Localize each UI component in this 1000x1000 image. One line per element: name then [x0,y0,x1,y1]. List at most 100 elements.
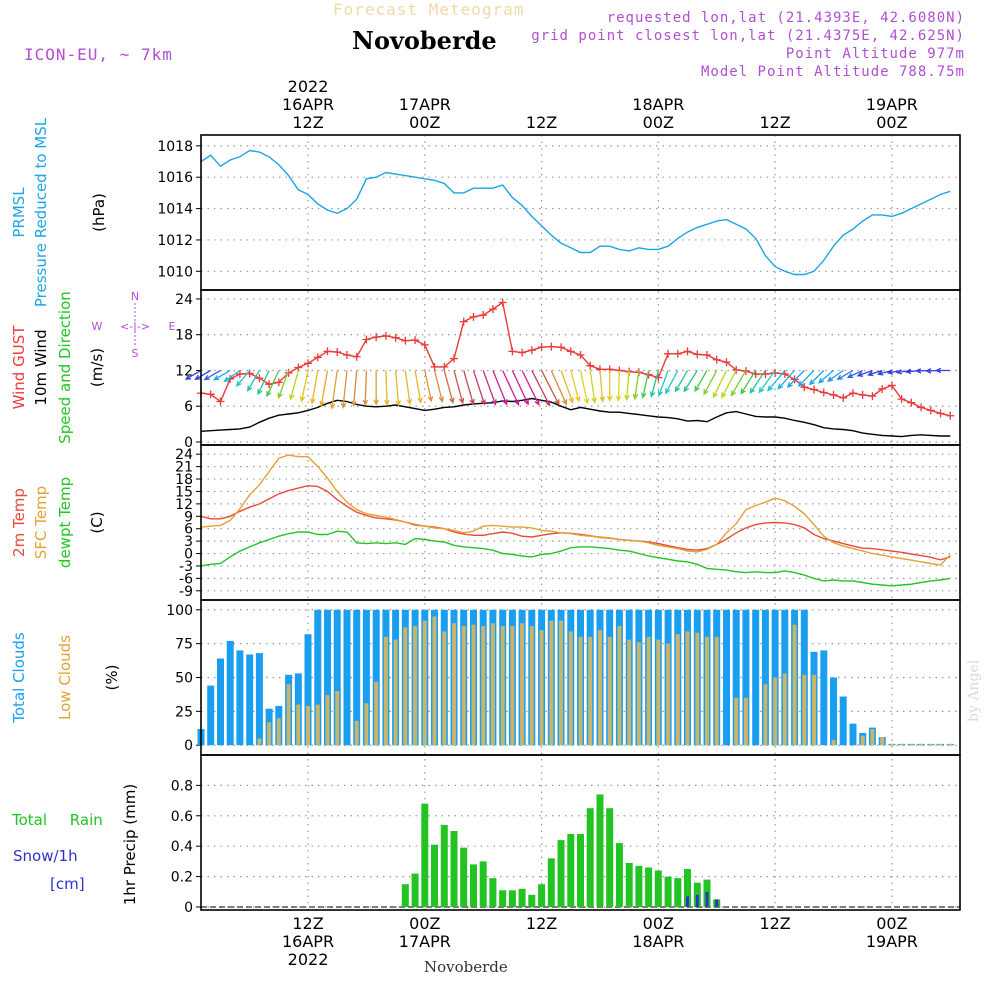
precip-ytick-label-0: 0 [184,900,193,916]
gust-marker-73 [907,398,916,407]
wind-arrow-41 [599,370,606,403]
wind-arrow-66 [826,369,844,382]
low-cloud-bar-23 [422,620,427,746]
pressure-ytick-label-3: 1016 [157,170,193,186]
total-cloud-bar-57 [752,609,760,746]
gust-marker-15 [342,350,351,359]
wind-ytick-label-0: 0 [184,435,193,451]
low-cloud-bar-62 [802,674,807,746]
pressure-ytick-label-1: 1012 [157,233,193,249]
temperature-series-2 [200,530,951,587]
rain-bar-3 [431,844,438,907]
gust-marker-76 [936,409,945,418]
wind-ytick-label-3: 18 [175,328,193,344]
low-cloud-bar-43 [617,626,622,746]
total-cloud-bar-67 [849,723,857,746]
wind-arrow-45 [632,370,640,401]
pressure-panel-frame [200,134,961,291]
rain-bar-22 [615,843,623,907]
wind-ylabel-1: 10m Wind [32,329,50,405]
compass-west: W [92,320,103,333]
gust-marker-50 [683,347,692,356]
wind-arrow-40 [589,370,597,404]
low-cloud-bar-17 [364,703,369,746]
gust-marker-27 [459,317,468,326]
wind-arrow-57 [740,370,757,395]
bottom-time-label-4-0: 12Z [759,914,790,933]
total-cloud-bar-1 [207,685,215,746]
gust-marker-51 [693,350,702,359]
gust-marker-6 [255,374,264,383]
wind-arrow-38 [570,370,581,403]
bottom-time-label-0-0: 12Z [292,914,323,933]
low-cloud-bar-34 [529,626,534,746]
low-cloud-bar-24 [432,616,437,746]
rain-bar-23 [625,862,633,907]
total-cloud-bar-54 [723,609,730,746]
low-cloud-bar-12 [315,704,320,746]
low-cloud-bar-44 [627,639,632,746]
rain-bar-6 [460,847,468,907]
wind-arrow-9 [277,370,290,399]
low-cloud-bar-71 [889,743,894,746]
total-cloud-bar-15 [343,609,351,746]
wind-arrow-48 [657,370,669,397]
gust-marker-29 [479,311,488,320]
wind-arrow-54 [712,370,728,399]
gust-marker-10 [294,363,303,372]
low-cloud-bar-22 [413,626,418,746]
rain-bar-9 [489,878,497,907]
wind-arrow-39 [579,370,590,405]
gust-marker-47 [654,373,663,382]
bottom-time-label-3-0: 00Z [643,914,674,933]
low-cloud-bar-46 [646,636,651,746]
low-cloud-bar-76 [938,743,943,746]
pressure-ytick-label-4: 1018 [157,139,193,155]
wind-arrow-52 [694,370,708,393]
gust-marker-22 [411,336,420,345]
wind-arrow-0 [184,369,202,380]
bottom-time-label-2-0: 12Z [526,914,557,933]
wind-arrow-29 [482,370,497,406]
wind-arrow-20 [394,370,402,407]
total-cloud-bar-16 [353,609,361,746]
bottom-time-label-3-1: 18APR [632,932,684,951]
low-cloud-bar-7 [267,722,272,746]
gust-marker-18 [372,333,381,342]
wind-arrow-42 [606,370,613,402]
rain-bar-1 [411,873,419,907]
wind-arrow-1 [194,369,212,381]
temperature-ytick-label-5: 6 [184,522,193,538]
clouds-ytick-label-1: 25 [175,704,193,720]
bottom-time-label-0-1: 16APR [282,932,334,951]
gust-marker-38 [566,347,575,356]
low-cloud-bar-11 [306,705,310,746]
rain-bar-15 [547,858,555,907]
top-time-label-0-1: 16APR [282,95,334,114]
wind-panel-frame [200,289,961,446]
temperature-ytick-label-2: -3 [179,559,193,575]
low-cloud-bar-18 [374,681,379,746]
precip-ytick-label-2: 0.4 [171,839,193,855]
gust-marker-13 [323,347,332,356]
gust-marker-17 [362,335,371,344]
clouds-ytick-label-3: 75 [175,637,193,653]
low-cloud-bar-6 [257,738,262,746]
low-cloud-bar-30 [490,623,495,746]
wind-arrow-11 [299,370,309,403]
wind-arrow-37 [560,370,574,404]
temperature-ytick-label-3: 0 [184,547,193,563]
gust-marker-40 [586,361,595,370]
temperature-ytick-label-10: 21 [175,460,193,476]
temperature-panel-frame [200,444,961,601]
low-cloud-bar-19 [383,636,388,746]
temperature-ytick-label-0: -9 [179,584,193,600]
wind-arrow-47 [649,370,659,398]
gust-marker-66 [839,393,848,402]
wind-arrow-33 [521,370,540,406]
low-cloud-bar-53 [714,636,719,746]
low-cloud-bar-8 [276,718,281,746]
top-time-label-2-0: 12Z [526,113,557,132]
wind-arrow-67 [836,369,854,381]
wind-arrow-23 [424,370,434,403]
